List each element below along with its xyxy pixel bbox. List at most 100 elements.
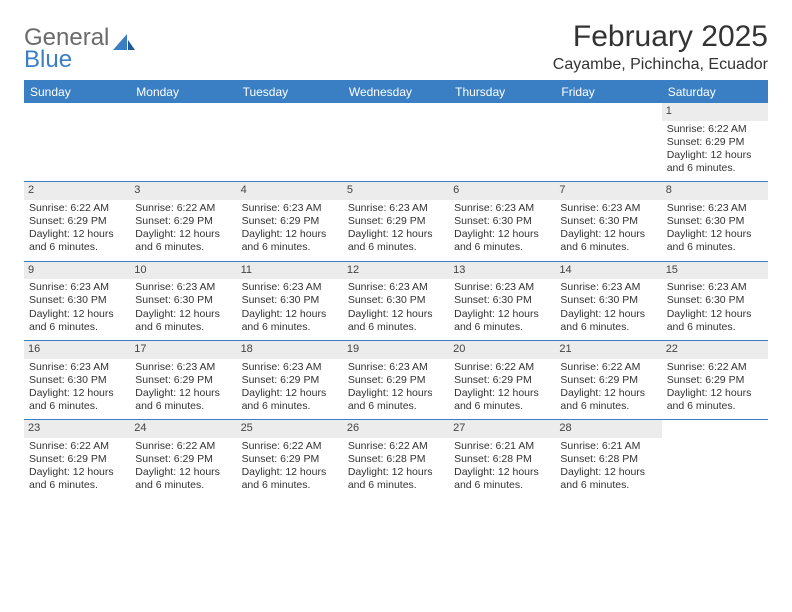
day-number: 13 xyxy=(449,262,555,280)
calendar-cell xyxy=(449,103,555,182)
day-info: Sunrise: 6:23 AMSunset: 6:30 PMDaylight:… xyxy=(133,281,233,334)
calendar-cell: 11Sunrise: 6:23 AMSunset: 6:30 PMDayligh… xyxy=(237,262,343,341)
day-info: Sunrise: 6:23 AMSunset: 6:29 PMDaylight:… xyxy=(346,361,446,414)
header: General Blue February 2025 Cayambe, Pich… xyxy=(24,20,768,74)
day-info: Sunrise: 6:22 AMSunset: 6:29 PMDaylight:… xyxy=(665,123,765,176)
calendar-cell: 17 Sunrise: 6:23 AMSunset: 6:29 PMDayligh… xyxy=(130,341,236,420)
day-number: 23 xyxy=(24,420,130,438)
day-info: Sunrise: 6:23 AMSunset: 6:29 PMDaylight:… xyxy=(240,361,340,414)
calendar-cell: 22 Sunrise: 6:22 AMSunset: 6:29 PMDayligh… xyxy=(662,341,768,420)
weekday-header: Tuesday xyxy=(237,81,343,103)
calendar-week: 1Sunrise: 6:22 AMSunset: 6:29 PMDaylight… xyxy=(24,103,768,182)
day-number: 8 xyxy=(662,182,768,200)
location: Cayambe, Pichincha, Ecuador xyxy=(553,56,768,74)
day-info: Sunrise: 6:22 AMSunset: 6:29 PMDaylight:… xyxy=(665,361,765,414)
weekday-header: Thursday xyxy=(449,81,555,103)
calendar-week: 23Sunrise: 6:22 AMSunset: 6:29 PMDayligh… xyxy=(24,420,768,498)
calendar-cell: 19Sunrise: 6:23 AMSunset: 6:29 PMDayligh… xyxy=(343,341,449,420)
calendar-cell: 6Sunrise: 6:23 AMSunset: 6:30 PMDaylight… xyxy=(449,182,555,261)
day-number: 15 xyxy=(662,262,768,280)
calendar-cell: 15Sunrise: 6:23 AMSunset: 6:30 PMDayligh… xyxy=(662,262,768,341)
day-info: Sunrise: 6:23 AMSunset: 6:29 PMDaylight:… xyxy=(240,202,340,255)
day-number: 7 xyxy=(555,182,661,200)
calendar-cell xyxy=(555,103,661,182)
day-number: 11 xyxy=(237,262,343,280)
month-title: February 2025 xyxy=(553,20,768,54)
day-number: 27 xyxy=(449,420,555,438)
day-number: 5 xyxy=(343,182,449,200)
calendar-cell xyxy=(662,420,768,498)
calendar-cell: 9Sunrise: 6:23 AMSunset: 6:30 PMDaylight… xyxy=(24,262,130,341)
day-info: Sunrise: 6:23 AMSunset: 6:30 PMDaylight:… xyxy=(665,281,765,334)
day-info: Sunrise: 6:23 AMSunset: 6:30 PMDaylight:… xyxy=(665,202,765,255)
weekday-header: Friday xyxy=(555,81,661,103)
calendar-cell: 7 Sunrise: 6:23 AMSunset: 6:30 PMDaylight… xyxy=(555,182,661,261)
day-number: 26 xyxy=(343,420,449,438)
day-info: Sunrise: 6:23 AMSunset: 6:30 PMDaylight:… xyxy=(27,361,127,414)
day-info: Sunrise: 6:22 AMSunset: 6:29 PMDaylight:… xyxy=(27,440,127,493)
day-number: 14 xyxy=(555,262,661,280)
calendar-cell: 24 Sunrise: 6:22 AMSunset: 6:29 PMDayligh… xyxy=(130,420,236,498)
calendar-cell: 21 Sunrise: 6:22 AMSunset: 6:29 PMDayligh… xyxy=(555,341,661,420)
day-info: Sunrise: 6:22 AMSunset: 6:29 PMDaylight:… xyxy=(558,361,658,414)
day-info: Sunrise: 6:21 AMSunset: 6:28 PMDaylight:… xyxy=(452,440,552,493)
day-info: Sunrise: 6:23 AMSunset: 6:30 PMDaylight:… xyxy=(346,281,446,334)
calendar-week: 9Sunrise: 6:23 AMSunset: 6:30 PMDaylight… xyxy=(24,262,768,341)
day-info: Sunrise: 6:23 AMSunset: 6:30 PMDaylight:… xyxy=(27,281,127,334)
calendar-cell: 27 Sunrise: 6:21 AMSunset: 6:28 PMDayligh… xyxy=(449,420,555,498)
calendar-cell: 13Sunrise: 6:23 AMSunset: 6:30 PMDayligh… xyxy=(449,262,555,341)
calendar-cell: 8 Sunrise: 6:23 AMSunset: 6:30 PMDaylight… xyxy=(662,182,768,261)
weekday-header: Wednesday xyxy=(343,81,449,103)
day-number: 18 xyxy=(237,341,343,359)
calendar-cell: 16 Sunrise: 6:23 AMSunset: 6:30 PMDayligh… xyxy=(24,341,130,420)
day-info: Sunrise: 6:22 AMSunset: 6:29 PMDaylight:… xyxy=(240,440,340,493)
calendar-cell: 2 Sunrise: 6:22 AMSunset: 6:29 PMDaylight… xyxy=(24,182,130,261)
calendar-cell: 28Sunrise: 6:21 AMSunset: 6:28 PMDayligh… xyxy=(555,420,661,498)
calendar-week: 2Sunrise: 6:22 AMSunset: 6:29 PMDaylight… xyxy=(24,182,768,261)
day-info: Sunrise: 6:23 AMSunset: 6:30 PMDaylight:… xyxy=(240,281,340,334)
calendar-cell: 26Sunrise: 6:22 AMSunset: 6:28 PMDayligh… xyxy=(343,420,449,498)
day-info: Sunrise: 6:22 AMSunset: 6:29 PMDaylight:… xyxy=(452,361,552,414)
weekday-header: Monday xyxy=(130,81,236,103)
day-number: 20 xyxy=(449,341,555,359)
calendar-cell xyxy=(130,103,236,182)
calendar-table: SundayMondayTuesdayWednesdayThursdayFrid… xyxy=(24,81,768,498)
day-info: Sunrise: 6:23 AMSunset: 6:30 PMDaylight:… xyxy=(558,281,658,334)
logo: General Blue xyxy=(24,20,135,72)
calendar-cell: 1Sunrise: 6:22 AMSunset: 6:29 PMDaylight… xyxy=(662,103,768,182)
day-number: 2 xyxy=(24,182,130,200)
calendar-cell: 4 Sunrise: 6:23 AMSunset: 6:29 PMDaylight… xyxy=(237,182,343,261)
calendar-cell: 12Sunrise: 6:23 AMSunset: 6:30 PMDayligh… xyxy=(343,262,449,341)
day-number: 6 xyxy=(449,182,555,200)
calendar-cell: 20 Sunrise: 6:22 AMSunset: 6:29 PMDayligh… xyxy=(449,341,555,420)
calendar-cell xyxy=(24,103,130,182)
calendar-cell: 14Sunrise: 6:23 AMSunset: 6:30 PMDayligh… xyxy=(555,262,661,341)
calendar-cell: 23 Sunrise: 6:22 AMSunset: 6:29 PMDayligh… xyxy=(24,420,130,498)
weekday-header: Saturday xyxy=(662,81,768,103)
calendar-cell xyxy=(237,103,343,182)
day-info: Sunrise: 6:23 AMSunset: 6:30 PMDaylight:… xyxy=(558,202,658,255)
day-number: 21 xyxy=(555,341,661,359)
day-number: 4 xyxy=(237,182,343,200)
day-info: Sunrise: 6:22 AMSunset: 6:29 PMDaylight:… xyxy=(27,202,127,255)
calendar-cell: 3 Sunrise: 6:22 AMSunset: 6:29 PMDaylight… xyxy=(130,182,236,261)
day-number: 24 xyxy=(130,420,236,438)
day-number: 9 xyxy=(24,262,130,280)
day-info: Sunrise: 6:23 AMSunset: 6:30 PMDaylight:… xyxy=(452,281,552,334)
day-number: 3 xyxy=(130,182,236,200)
day-number: 22 xyxy=(662,341,768,359)
day-number: 16 xyxy=(24,341,130,359)
calendar-cell: 5Sunrise: 6:23 AMSunset: 6:29 PMDaylight… xyxy=(343,182,449,261)
day-number: 25 xyxy=(237,420,343,438)
day-info: Sunrise: 6:22 AMSunset: 6:29 PMDaylight:… xyxy=(133,202,233,255)
day-number: 17 xyxy=(130,341,236,359)
calendar-cell xyxy=(343,103,449,182)
day-number: 28 xyxy=(555,420,661,438)
weekday-header: Sunday xyxy=(24,81,130,103)
day-info: Sunrise: 6:23 AMSunset: 6:29 PMDaylight:… xyxy=(133,361,233,414)
calendar-cell: 25 Sunrise: 6:22 AMSunset: 6:29 PMDayligh… xyxy=(237,420,343,498)
logo-word2: Blue xyxy=(24,48,109,72)
day-info: Sunrise: 6:22 AMSunset: 6:29 PMDaylight:… xyxy=(133,440,233,493)
calendar-cell: 18 Sunrise: 6:23 AMSunset: 6:29 PMDayligh… xyxy=(237,341,343,420)
day-number: 12 xyxy=(343,262,449,280)
